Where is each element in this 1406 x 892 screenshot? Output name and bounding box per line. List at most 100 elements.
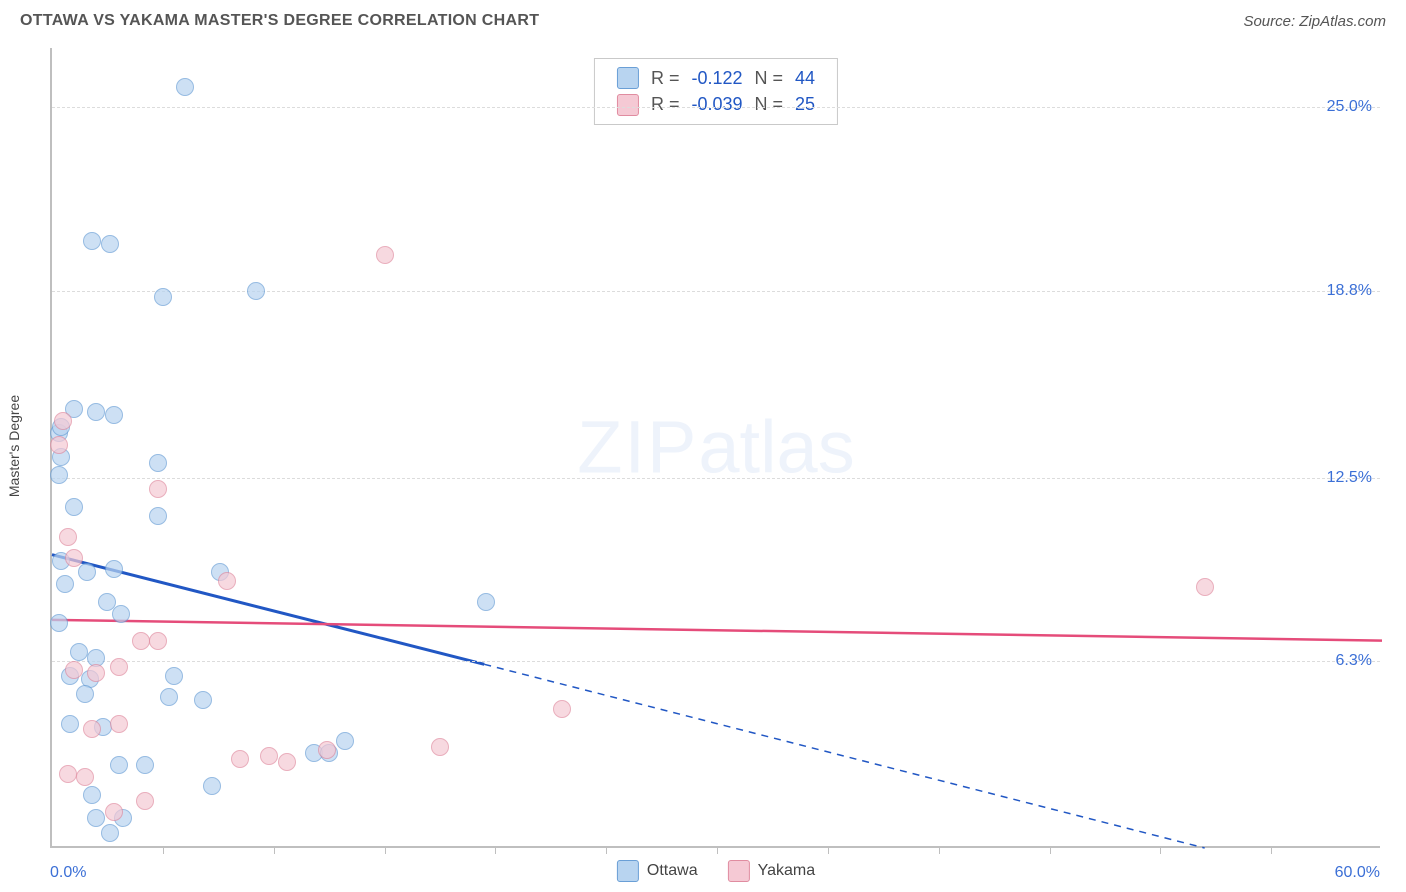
yakama-point <box>54 412 72 430</box>
correlation-legend: R = -0.122 N = 44 R = -0.039 N = 25 <box>594 58 838 125</box>
y-tick-label: 18.8% <box>1327 282 1372 300</box>
ottawa-point <box>76 685 94 703</box>
ottawa-point <box>136 756 154 774</box>
r-value: -0.039 <box>685 91 748 117</box>
x-tick <box>163 846 164 854</box>
series-legend: Ottawa Yakama <box>617 860 815 882</box>
n-value: 25 <box>789 91 821 117</box>
ottawa-point <box>176 78 194 96</box>
yakama-point <box>136 792 154 810</box>
ottawa-point <box>87 809 105 827</box>
ottawa-point <box>101 824 119 842</box>
x-tick <box>606 846 607 854</box>
x-min-label: 0.0% <box>50 864 86 882</box>
yakama-point <box>110 658 128 676</box>
legend-label: Yakama <box>758 862 816 880</box>
ottawa-point <box>105 560 123 578</box>
trend-line <box>484 664 1204 848</box>
ottawa-point <box>83 232 101 250</box>
ottawa-point <box>56 575 74 593</box>
yakama-point <box>553 700 571 718</box>
legend-row-ottawa: R = -0.122 N = 44 <box>611 65 821 91</box>
yakama-point <box>431 738 449 756</box>
x-tick <box>495 846 496 854</box>
ottawa-point <box>50 466 68 484</box>
plot-area: ZIPatlas R = -0.122 N = 44 R = -0.039 N … <box>50 48 1380 848</box>
x-tick <box>385 846 386 854</box>
legend-item-ottawa: Ottawa <box>617 860 698 882</box>
r-label: R = <box>645 91 686 117</box>
yakama-point <box>278 753 296 771</box>
yakama-point <box>231 750 249 768</box>
chart-title: OTTAWA VS YAKAMA MASTER'S DEGREE CORRELA… <box>20 12 539 30</box>
ottawa-point <box>160 688 178 706</box>
yakama-point <box>132 632 150 650</box>
yakama-swatch-icon <box>617 94 639 116</box>
x-tick <box>1271 846 1272 854</box>
r-label: R = <box>645 65 686 91</box>
ottawa-point <box>112 605 130 623</box>
ottawa-point <box>149 507 167 525</box>
yakama-point <box>87 664 105 682</box>
x-tick <box>939 846 940 854</box>
ottawa-point <box>61 715 79 733</box>
legend-label: Ottawa <box>647 862 698 880</box>
y-tick-label: 12.5% <box>1327 469 1372 487</box>
x-tick <box>828 846 829 854</box>
gridline <box>52 107 1380 108</box>
ottawa-point <box>83 786 101 804</box>
yakama-point <box>376 246 394 264</box>
source-label: Source: ZipAtlas.com <box>1243 13 1386 30</box>
y-axis-label: Master's Degree <box>6 395 22 497</box>
trend-line <box>52 620 1382 641</box>
ottawa-point <box>477 593 495 611</box>
ottawa-point <box>165 667 183 685</box>
n-value: 44 <box>789 65 821 91</box>
ottawa-point <box>154 288 172 306</box>
ottawa-point <box>78 563 96 581</box>
ottawa-point <box>247 282 265 300</box>
x-tick <box>717 846 718 854</box>
yakama-point <box>76 768 94 786</box>
legend-row-yakama: R = -0.039 N = 25 <box>611 91 821 117</box>
yakama-point <box>59 765 77 783</box>
yakama-point <box>260 747 278 765</box>
chart-container: ZIPatlas R = -0.122 N = 44 R = -0.039 N … <box>50 48 1380 848</box>
n-label: N = <box>749 65 790 91</box>
yakama-point <box>318 741 336 759</box>
y-tick-label: 6.3% <box>1336 652 1372 670</box>
ottawa-point <box>203 777 221 795</box>
yakama-point <box>105 803 123 821</box>
gridline <box>52 478 1380 479</box>
trend-lines-svg <box>52 48 1380 846</box>
yakama-point <box>59 528 77 546</box>
yakama-point <box>149 632 167 650</box>
n-label: N = <box>749 91 790 117</box>
x-tick <box>1160 846 1161 854</box>
r-value: -0.122 <box>685 65 748 91</box>
ottawa-point <box>336 732 354 750</box>
ottawa-point <box>149 454 167 472</box>
ottawa-point <box>87 403 105 421</box>
yakama-point <box>149 480 167 498</box>
ottawa-point <box>110 756 128 774</box>
yakama-swatch-icon <box>728 860 750 882</box>
legend-item-yakama: Yakama <box>728 860 816 882</box>
yakama-point <box>218 572 236 590</box>
yakama-point <box>50 436 68 454</box>
x-max-label: 60.0% <box>1335 864 1380 882</box>
ottawa-point <box>50 614 68 632</box>
ottawa-point <box>101 235 119 253</box>
x-tick <box>1050 846 1051 854</box>
ottawa-point <box>194 691 212 709</box>
yakama-point <box>110 715 128 733</box>
y-tick-label: 25.0% <box>1327 98 1372 116</box>
gridline <box>52 661 1380 662</box>
yakama-point <box>65 661 83 679</box>
ottawa-point <box>70 643 88 661</box>
ottawa-point <box>65 498 83 516</box>
yakama-point <box>65 549 83 567</box>
ottawa-point <box>105 406 123 424</box>
x-tick <box>274 846 275 854</box>
yakama-point <box>1196 578 1214 596</box>
